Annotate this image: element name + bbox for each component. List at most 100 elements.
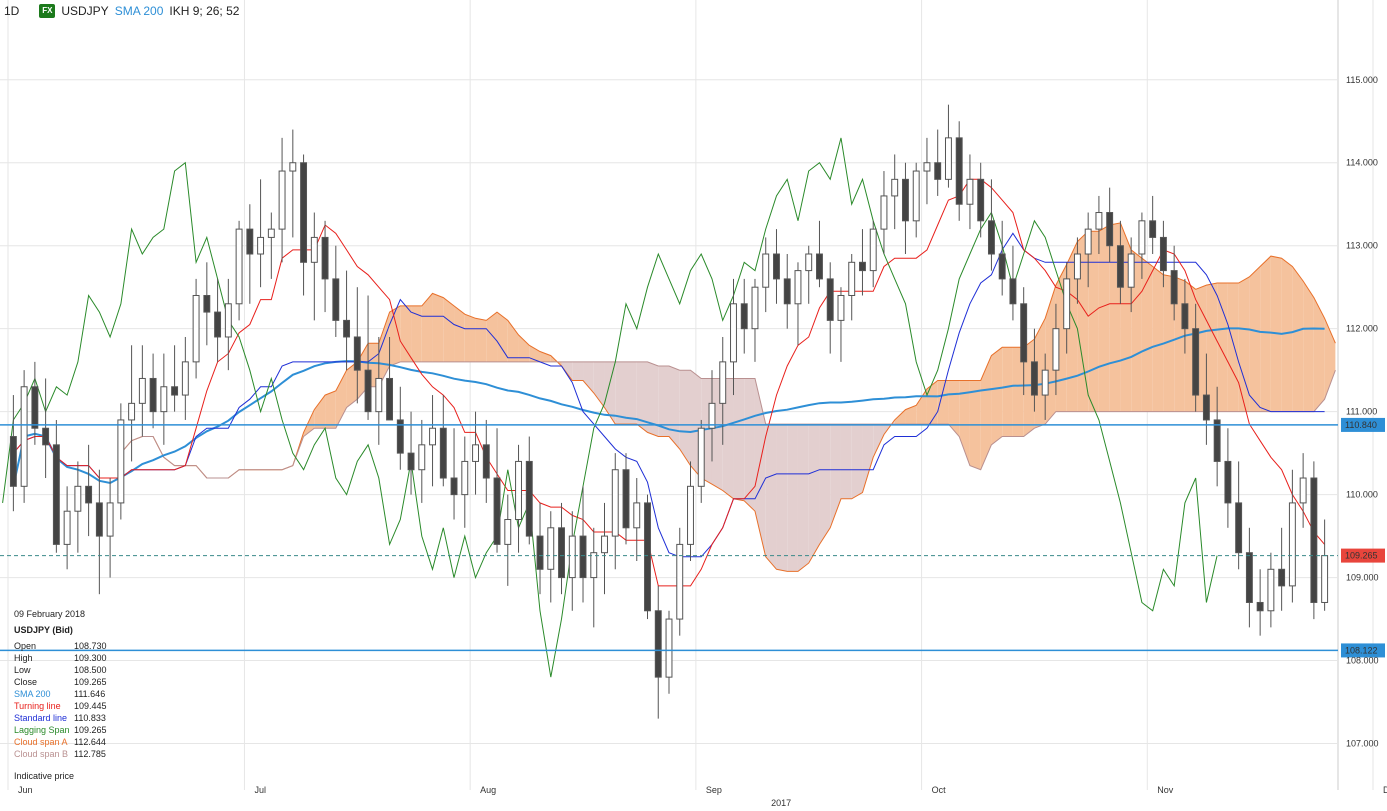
cloud-segment bbox=[647, 361, 659, 437]
candle-body bbox=[278, 170, 286, 230]
x-tick-label: Nov bbox=[1157, 785, 1174, 795]
cloud-segment bbox=[475, 318, 487, 362]
candle-body bbox=[267, 228, 275, 238]
candle-body bbox=[482, 444, 490, 479]
candle-body bbox=[332, 278, 340, 321]
candle-body bbox=[149, 377, 157, 413]
candle-body bbox=[1041, 369, 1049, 396]
candle-body bbox=[848, 261, 856, 296]
candle-body bbox=[1073, 253, 1081, 280]
y-tick-label: 109.000 bbox=[1346, 573, 1379, 583]
panel-key: Open bbox=[14, 641, 37, 651]
cloud-segment bbox=[1002, 347, 1013, 437]
candle-body bbox=[1116, 245, 1124, 288]
candle-body bbox=[504, 519, 512, 545]
candle-body bbox=[472, 444, 479, 462]
turning-line bbox=[13, 178, 1325, 587]
candle-body bbox=[138, 377, 146, 404]
candle-body bbox=[106, 502, 114, 537]
candle-body bbox=[1288, 502, 1296, 587]
candle-body bbox=[117, 419, 125, 504]
panel-row: Cloud span B 112.785 bbox=[14, 748, 107, 760]
level-tag-label: 108.122 bbox=[1345, 645, 1378, 655]
cloud-segment bbox=[1313, 297, 1325, 412]
candle-body bbox=[1030, 361, 1038, 396]
candle-body bbox=[461, 460, 469, 496]
candle-body bbox=[1181, 303, 1189, 330]
ikh-label[interactable]: IKH 9; 26; 52 bbox=[169, 4, 240, 18]
candle-body bbox=[901, 178, 909, 222]
cloud-segment bbox=[1303, 280, 1314, 412]
cloud-segment bbox=[679, 370, 691, 466]
price-tag bbox=[1341, 548, 1385, 563]
cloud-segment bbox=[1088, 231, 1099, 412]
y-tick-label: 115.000 bbox=[1346, 75, 1378, 85]
panel-key: Cloud span B bbox=[14, 749, 69, 759]
candle-body bbox=[880, 195, 888, 230]
cloud-segment bbox=[636, 361, 648, 433]
candle-body bbox=[396, 419, 404, 454]
cloud-segment bbox=[518, 334, 530, 362]
candle-body bbox=[246, 228, 254, 255]
candle-body bbox=[160, 386, 168, 413]
cloud-segment bbox=[916, 388, 927, 425]
cloud-segment bbox=[808, 424, 820, 564]
candle-body bbox=[740, 303, 748, 330]
panel-row: Turning line 109.445 bbox=[14, 700, 107, 712]
cloud-segment bbox=[464, 314, 476, 362]
candle-body bbox=[934, 162, 942, 180]
panel-row: High 109.300 bbox=[14, 652, 107, 664]
candle-body bbox=[708, 402, 716, 429]
sma-label[interactable]: SMA 200 bbox=[114, 4, 164, 18]
cloud-segment bbox=[572, 361, 584, 381]
candle-body bbox=[869, 228, 877, 272]
candle-body bbox=[568, 535, 576, 579]
panel-title: USDJPY (Bid) bbox=[14, 625, 73, 635]
cloud-segment bbox=[722, 378, 734, 499]
candle-body bbox=[224, 303, 232, 338]
panel-value: 108.500 bbox=[74, 665, 107, 675]
candle-body bbox=[407, 452, 415, 471]
cloud-segment bbox=[819, 424, 831, 545]
candle-body bbox=[644, 502, 651, 612]
level-tag-label: 110.840 bbox=[1345, 420, 1377, 430]
cloud-segment bbox=[529, 345, 541, 362]
candle-body bbox=[310, 236, 318, 263]
candle-body bbox=[42, 427, 50, 446]
candle-body bbox=[1224, 460, 1232, 504]
candle-body bbox=[676, 543, 684, 620]
cloud-segment bbox=[862, 424, 874, 493]
candle-body bbox=[1299, 477, 1307, 504]
cloud-segment bbox=[497, 312, 508, 362]
candle-body bbox=[826, 278, 834, 321]
candle-body bbox=[998, 253, 1006, 280]
panel-value: 109.265 bbox=[74, 677, 107, 687]
cloud-segment bbox=[1227, 283, 1239, 412]
candle-body bbox=[353, 336, 361, 371]
candle-body bbox=[1170, 270, 1178, 305]
cloud-segment bbox=[754, 378, 766, 557]
chart-header: 1D FX USDJPY SMA 200 IKH 9; 26; 52 bbox=[4, 3, 245, 19]
cloud-segment bbox=[604, 361, 616, 425]
candle-body bbox=[1321, 555, 1329, 603]
cloud-segment bbox=[1217, 283, 1228, 412]
candle-body bbox=[1159, 236, 1167, 272]
panel-value: 109.300 bbox=[74, 653, 107, 663]
candle-body bbox=[343, 319, 351, 338]
cloud-segment bbox=[658, 366, 669, 437]
panel-key: Close bbox=[14, 677, 38, 687]
cloud-segment bbox=[454, 305, 465, 362]
candle-body bbox=[429, 427, 437, 446]
panel-row: Standard line 110.833 bbox=[14, 712, 107, 724]
symbol-label[interactable]: USDJPY bbox=[61, 4, 109, 18]
year-label: 2017 bbox=[771, 798, 791, 808]
candle-body bbox=[1106, 212, 1114, 247]
candle-body bbox=[987, 220, 995, 255]
candle-body bbox=[719, 361, 727, 404]
panel-value: 111.646 bbox=[74, 689, 106, 699]
cloud-segment bbox=[959, 380, 970, 466]
candle-body bbox=[773, 253, 780, 280]
x-tick-label: Jun bbox=[18, 785, 33, 795]
interval-label[interactable]: 1D bbox=[4, 4, 20, 18]
